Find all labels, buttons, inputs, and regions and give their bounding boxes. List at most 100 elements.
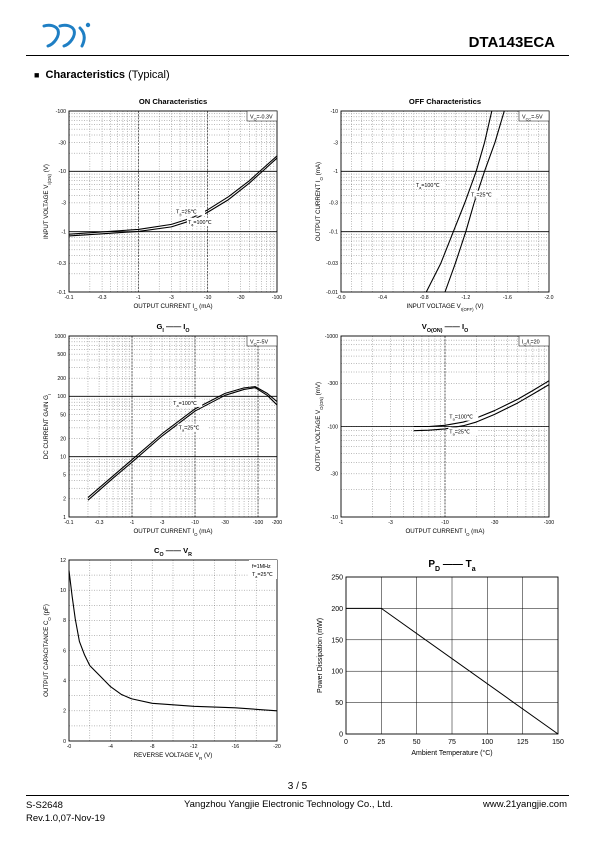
text-run: =100 (179, 401, 191, 407)
annotation-bg (414, 180, 445, 189)
text-run: T (176, 210, 180, 216)
chart-grid (69, 336, 277, 517)
chart-grid (346, 577, 558, 734)
text-run: OUTPUT CURRENT I (133, 303, 194, 310)
y-tick-label: 5 (63, 473, 66, 479)
text-run: Ambient Temperature (°C) (411, 749, 492, 757)
x-tick-label: -1 (130, 520, 135, 526)
footer-divider (26, 795, 569, 796)
text-run: O (464, 328, 468, 334)
y-tick-label: 100 (331, 669, 343, 676)
y-tick-label: 100 (57, 394, 66, 400)
series-annotation: Ta=100℃ (449, 415, 473, 422)
x-tick-label: -4 (108, 744, 113, 750)
y-tick-label: -10 (331, 109, 339, 115)
text-run: =25 (257, 572, 266, 578)
series-annotation: Ta=25℃ (449, 429, 470, 436)
text-run: =100 (421, 183, 433, 189)
y-tick-label: 0 (339, 731, 343, 738)
x-tick-label: -20 (273, 744, 281, 750)
x-tick-label: 50 (413, 739, 421, 746)
chart-title: OFF Characteristics (409, 97, 481, 106)
x-tick-label: -0.3 (95, 520, 104, 526)
text-run: V (183, 546, 189, 555)
x-tick-label: -3 (160, 520, 165, 526)
plot-frame (345, 576, 559, 735)
chart-grid (69, 111, 277, 292)
text-run: T (188, 220, 192, 226)
x-tick-label: -0.8 (420, 295, 429, 301)
text-run: T (179, 426, 183, 432)
text-run: OUTPUT CAPACITANCE C (43, 620, 50, 697)
y-tick-label: 4 (63, 678, 66, 684)
x-tick-label: -3 (388, 520, 393, 526)
y-tick-label: -300 (328, 381, 338, 387)
text-run: I(OFF) (461, 307, 474, 312)
x-tick-label: -0.1 (65, 520, 74, 526)
y-tick-label: 20 (60, 436, 66, 442)
x-tick-label: 100 (481, 739, 493, 746)
x-tick-label: 75 (448, 739, 456, 746)
y-tick-label: 10 (60, 454, 66, 460)
page-number: 3 / 5 (287, 781, 308, 792)
x-tick-label: -1 (136, 295, 141, 301)
series-annotation: Ta=100℃ (188, 220, 212, 227)
text-run: O (254, 343, 257, 347)
text-run: =-5V (531, 115, 543, 121)
x-tick-label: -30 (491, 520, 499, 526)
text-run: —— (440, 559, 466, 570)
text-run: a (453, 418, 456, 422)
y-tick-label: 10 (60, 588, 66, 594)
text-run: —— (164, 546, 183, 555)
x-tick-label: -0.3 (98, 295, 107, 301)
plot-frame (340, 335, 550, 518)
text-run: O (466, 532, 470, 537)
y-axis-label: DC CURRENT GAIN GI (43, 394, 52, 459)
chart-pd: 0 25 50 75 100 125 150 0 50 100 150 200 250 Ambient T… (317, 559, 564, 757)
text-run: ON Characteristics (139, 97, 207, 106)
text-run: ℃ (191, 401, 197, 407)
text-run: (mV) (315, 382, 322, 397)
y-tick-label: -3 (61, 201, 66, 207)
text-run: (V) (202, 752, 212, 759)
text-run: O (254, 118, 257, 122)
x-axis-label: OUTPUT CURRENT IO (mA) (133, 528, 212, 537)
legend-box (246, 335, 278, 347)
chart-gi: -0.1 -0.3 -1 -3 -10 -30 -100 -200 1 2 5 10 20 50 100 20… (43, 322, 282, 537)
text-run: V (250, 115, 254, 121)
series-line-1 (87, 386, 278, 498)
text-run: O(ON) (319, 397, 324, 410)
series-annotation: Ta=25℃ (176, 210, 197, 217)
y-tick-label: -0.3 (329, 201, 338, 207)
text-run: REVERSE VOLTAGE V (134, 752, 200, 759)
x-axis-label: REVERSE VOLTAGE VR (V) (134, 752, 213, 761)
x-tick-label: -30 (237, 295, 245, 301)
legend-box (518, 335, 550, 347)
company-website[interactable]: www.21yangjie.com (483, 799, 567, 810)
x-tick-label: -10 (191, 520, 199, 526)
y-axis-label: OUTPUT CAPACITANCE CO (pF) (43, 604, 52, 697)
x-tick-label: -1.6 (503, 295, 512, 301)
y-tick-label: 50 (60, 412, 66, 418)
text-run: ℃ (467, 415, 473, 421)
y-tick-label: 150 (331, 637, 343, 644)
text-run: —— (164, 322, 183, 331)
x-tick-label: 0 (344, 739, 348, 746)
text-run: =25 (181, 210, 190, 216)
series-annotation: Ta=100℃ (416, 183, 440, 190)
y-tick-label: 6 (63, 648, 66, 654)
x-tick-label: -0 (67, 744, 72, 750)
text-run: ℃ (267, 572, 273, 578)
text-run: =25 (184, 426, 193, 432)
section-title: Characteristics (45, 69, 126, 81)
company-logo (42, 22, 91, 48)
y-axis-label: Power Dissipation (mW) (317, 618, 324, 693)
x-axis-label: OUTPUT CURRENT IO (mA) (133, 303, 212, 312)
x-tick-label: -0.1 (65, 295, 74, 301)
company-name: Yangzhou Yangjie Electronic Technology C… (184, 799, 393, 810)
doc-id: S-S2648 (26, 800, 63, 811)
series-line-1 (68, 155, 278, 235)
text-run: O (524, 343, 527, 347)
x-axis-label: OUTPUT CURRENT IO (mA) (405, 528, 484, 537)
text-run: I (529, 343, 530, 347)
